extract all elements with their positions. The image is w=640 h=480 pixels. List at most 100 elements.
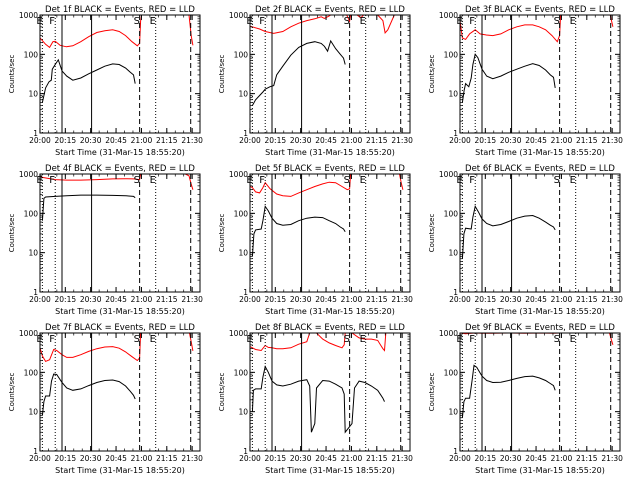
x-tick-label: 20:30 xyxy=(80,454,102,463)
x-tick-label: 21:15 xyxy=(576,295,598,304)
series-black-line xyxy=(41,58,136,103)
panel-8: Det 8f BLACK = Events, RED = LLD Counts/s… xyxy=(218,323,413,475)
x-tick-label: 21:00 xyxy=(341,295,363,304)
y-tick-label: 100 xyxy=(24,368,39,377)
plot-frame xyxy=(39,332,201,452)
plot-area xyxy=(40,15,194,103)
marker-label-s: S xyxy=(344,334,350,345)
x-tick-label: 20:15 xyxy=(265,295,287,304)
x-axis-label: Start Time (31-Mar-15 18:55:20) xyxy=(475,466,605,475)
x-tick-label: 20:30 xyxy=(80,295,102,304)
panel-title: Det 6f BLACK = Events, RED = LLD xyxy=(465,164,615,174)
y-tick-label: 100 xyxy=(24,50,39,59)
y-tick-label: 10 xyxy=(238,408,248,417)
marker-label-s: S xyxy=(344,16,350,27)
x-tick-label: 20:15 xyxy=(55,136,77,145)
x-tick-label: 21:30 xyxy=(601,136,623,145)
plot-frame xyxy=(459,332,621,452)
x-tick-label: 21:15 xyxy=(366,295,388,304)
y-tick-label: 1000 xyxy=(19,11,38,20)
y-axis-label: Counts/sec xyxy=(428,55,436,94)
y-tick-label: 1000 xyxy=(229,170,248,179)
x-tick-label: 20:45 xyxy=(105,454,127,463)
x-tick-label: 21:00 xyxy=(341,136,363,145)
x-axis-label: Start Time (31-Mar-15 18:55:20) xyxy=(475,148,605,157)
x-axis-label: Start Time (31-Mar-15 18:55:20) xyxy=(55,307,185,316)
x-tick-label: 21:30 xyxy=(391,136,413,145)
x-tick-label: 21:30 xyxy=(391,295,413,304)
x-tick-label: 20:30 xyxy=(290,136,312,145)
y-axis-label: Counts/sec xyxy=(218,373,226,412)
plot-frame xyxy=(459,173,621,293)
x-tick-label: 21:30 xyxy=(601,295,623,304)
y-axis-label: Counts/sec xyxy=(8,214,16,253)
y-axis-label: Counts/sec xyxy=(8,373,16,412)
marker-label-s: S xyxy=(134,175,140,186)
y-axis-label: Counts/sec xyxy=(428,214,436,253)
x-tick-label: 21:15 xyxy=(366,136,388,145)
y-tick-label: 1 xyxy=(243,447,248,456)
series-black-line xyxy=(251,205,346,257)
x-tick-label: 20:15 xyxy=(475,295,497,304)
y-tick-label: 1 xyxy=(33,447,38,456)
y-tick-label: 1 xyxy=(243,288,248,297)
x-tick-label: 21:00 xyxy=(131,454,153,463)
marker-label-e: E xyxy=(150,175,156,186)
y-tick-label: 1000 xyxy=(229,329,248,338)
x-axis-label: Start Time (31-Mar-15 18:55:20) xyxy=(265,466,395,475)
plot-frame xyxy=(459,14,621,134)
x-tick-label: 21:30 xyxy=(181,295,203,304)
y-tick-label: 1000 xyxy=(19,170,38,179)
marker-label-s: S xyxy=(344,175,350,186)
plot-area xyxy=(460,15,614,103)
y-tick-label: 1000 xyxy=(439,170,458,179)
plot-frame xyxy=(39,173,201,293)
panel-title: Det 4f BLACK = Events, RED = LLD xyxy=(45,164,195,174)
marker-label-e: E xyxy=(150,16,156,27)
series-black-line xyxy=(41,194,136,221)
x-tick-label: 20:45 xyxy=(105,136,127,145)
x-axis-label: Start Time (31-Mar-15 18:55:20) xyxy=(265,307,395,316)
x-tick-label: 20:30 xyxy=(500,136,522,145)
x-tick-label: 21:00 xyxy=(131,136,153,145)
x-axis-label: Start Time (31-Mar-15 18:55:20) xyxy=(55,466,185,475)
x-tick-label: 20:45 xyxy=(525,295,547,304)
panel-title: Det 9f BLACK = Events, RED = LLD xyxy=(465,323,615,333)
y-axis-label: Counts/sec xyxy=(8,55,16,94)
x-tick-label: 21:15 xyxy=(366,454,388,463)
x-tick-label: 21:30 xyxy=(181,136,203,145)
plot-frame xyxy=(39,14,201,134)
panel-title: Det 8f BLACK = Events, RED = LLD xyxy=(255,323,405,333)
marker-label-e: E xyxy=(570,334,576,345)
x-tick-label: 20:00 xyxy=(239,136,261,145)
marker-label-s: S xyxy=(134,334,140,345)
y-axis-label: Counts/sec xyxy=(218,55,226,94)
x-tick-label: 21:15 xyxy=(576,454,598,463)
x-tick-label: 21:15 xyxy=(576,136,598,145)
x-tick-label: 20:00 xyxy=(449,136,471,145)
x-tick-label: 20:30 xyxy=(290,454,312,463)
y-tick-label: 1 xyxy=(453,129,458,138)
marker-label-e: E xyxy=(570,175,576,186)
plot-area xyxy=(460,333,614,418)
panel-7: Det 7f BLACK = Events, RED = LLD Counts/s… xyxy=(8,323,203,475)
panel-title: Det 7f BLACK = Events, RED = LLD xyxy=(45,323,195,333)
series-red-line xyxy=(250,174,404,197)
plot-area xyxy=(40,174,194,221)
series-black-line xyxy=(461,205,556,259)
series-black-line xyxy=(41,373,136,416)
y-tick-label: 10 xyxy=(448,408,458,417)
x-tick-label: 20:00 xyxy=(449,454,471,463)
panel-title: Det 3f BLACK = Events, RED = LLD xyxy=(465,5,615,15)
y-axis-label: Counts/sec xyxy=(218,214,226,253)
y-tick-label: 100 xyxy=(24,209,39,218)
marker-label-f: F xyxy=(49,334,55,345)
x-tick-label: 20:45 xyxy=(315,295,337,304)
panel-4: Det 4f BLACK = Events, RED = LLD Counts/s… xyxy=(8,164,203,316)
x-tick-label: 20:45 xyxy=(315,136,337,145)
panel-3: Det 3f BLACK = Events, RED = LLD Counts/s… xyxy=(428,5,623,157)
x-tick-label: 20:15 xyxy=(55,454,77,463)
panel-title: Det 2f BLACK = Events, RED = LLD xyxy=(255,5,405,15)
series-black-line xyxy=(251,39,346,106)
